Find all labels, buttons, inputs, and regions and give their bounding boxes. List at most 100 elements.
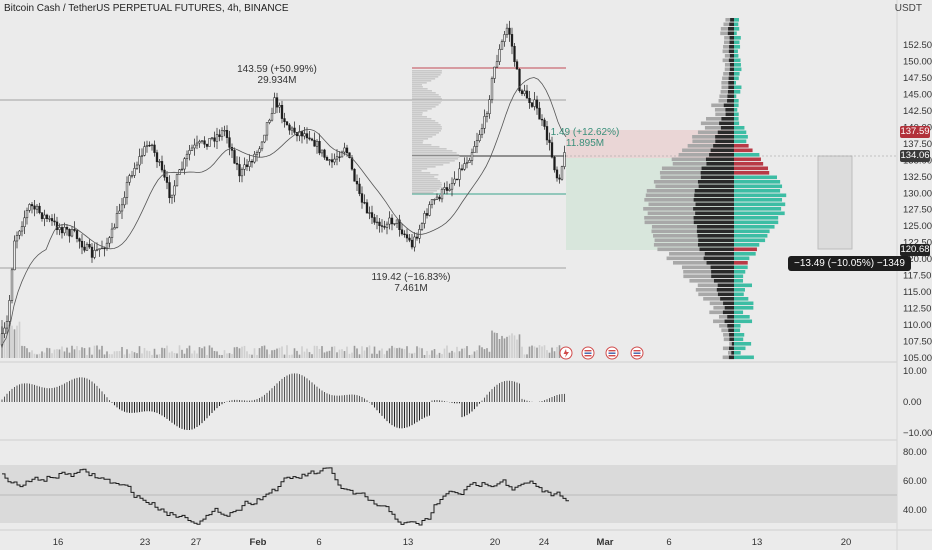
volume-bar — [416, 346, 418, 358]
symbol-title[interactable]: Bitcoin Cash / TetherUS PERPETUAL FUTURE… — [4, 3, 289, 14]
time-axis[interactable]: 16 23 27 Feb 6 13 20 24 Mar 6 13 20 — [53, 537, 852, 548]
candle-body — [403, 233, 406, 235]
candle-body — [198, 141, 201, 144]
candle-body — [70, 229, 74, 237]
price-tag-lower[interactable]: 120.68 — [900, 244, 930, 256]
volume-bar — [298, 354, 301, 358]
candle-body — [113, 227, 116, 230]
profile-row-gray — [666, 256, 734, 261]
candle-body — [195, 142, 199, 146]
candle-body — [413, 236, 416, 248]
profile-row-gray — [669, 252, 734, 256]
oscillator-tick-label: 0.00 — [903, 397, 922, 408]
profile-row-dark — [710, 148, 734, 153]
profile-row-dark — [729, 67, 734, 72]
rsi-tick-label: 60.00 — [903, 476, 927, 487]
price-tag-current[interactable]: 134.06 — [900, 150, 930, 162]
volume-bar — [453, 352, 456, 358]
volume-bar — [376, 353, 378, 358]
volume-bar — [543, 345, 546, 358]
volume-bar — [401, 348, 403, 358]
candlestick-series — [0, 20, 566, 348]
profile-row-gray — [718, 315, 734, 319]
candle-body — [95, 249, 99, 251]
volume-bar — [361, 346, 363, 358]
profile-row-gray — [711, 103, 734, 108]
volume-bar — [258, 348, 261, 358]
candle-body — [320, 149, 324, 154]
profile-row-gray — [720, 90, 734, 94]
candle-body — [478, 134, 481, 141]
profile-row-green — [734, 355, 754, 360]
volume-bar — [171, 351, 173, 358]
profile-row-green — [734, 94, 737, 99]
range-profile-row — [412, 102, 441, 104]
candle-body — [290, 127, 294, 131]
profile-row-gray — [683, 270, 734, 274]
flash-icon[interactable] — [559, 346, 573, 360]
price-tag-upper[interactable]: 137.59 — [900, 126, 930, 138]
volume-bar — [38, 353, 41, 358]
profile-row-dark — [729, 72, 734, 76]
profile-row-gray — [703, 297, 734, 301]
candle-body — [228, 137, 231, 148]
range-profile-row — [412, 90, 432, 92]
volume-bar — [126, 349, 128, 358]
price-axis[interactable]: 152.50150.00147.50145.00142.50140.00137.… — [903, 40, 932, 364]
candle-body — [168, 182, 171, 199]
profile-row-gray — [719, 94, 734, 99]
profile-row-gray — [722, 76, 734, 81]
profile-row-green — [734, 351, 741, 355]
flag-icon[interactable] — [605, 346, 619, 360]
price-tick-label: 147.50 — [903, 73, 932, 84]
profile-row-green — [734, 49, 738, 54]
candle-body — [390, 217, 394, 225]
profile-row-dark — [693, 198, 734, 202]
candle-body — [210, 137, 214, 139]
candle-body — [205, 143, 209, 147]
candle-body — [165, 176, 169, 183]
profile-row-gray — [644, 220, 734, 225]
volume-bar — [531, 345, 533, 358]
profile-row-green — [734, 31, 737, 36]
range-profile-row — [412, 152, 457, 154]
price-tick-label: 107.50 — [903, 337, 932, 348]
candle-body — [223, 130, 226, 132]
profile-row-green — [734, 112, 739, 117]
candle-body — [105, 242, 109, 249]
volume-bar — [548, 352, 551, 358]
profile-row-gray — [721, 81, 734, 85]
volume-bar — [303, 351, 306, 358]
range-profile-row — [412, 160, 455, 162]
profile-row-green — [734, 18, 739, 22]
candle-body — [418, 229, 421, 239]
candle-body — [110, 228, 114, 238]
profile-row-dark — [729, 45, 734, 49]
profile-row-dark — [700, 175, 734, 180]
candle-body — [0, 333, 4, 346]
time-tick-label: 24 — [539, 537, 550, 548]
candle-body — [543, 119, 546, 127]
volume-bar — [296, 350, 298, 358]
volume-bar — [448, 352, 451, 358]
volume-bar — [6, 324, 8, 358]
profile-row-dark — [698, 238, 734, 243]
range-profile-row — [412, 114, 423, 116]
profile-row-gray — [678, 153, 734, 157]
time-tick-label: 27 — [191, 537, 202, 548]
flag-icon[interactable] — [581, 346, 595, 360]
volume-bar — [241, 346, 243, 358]
volume-bar — [468, 354, 471, 358]
flag-icon[interactable] — [630, 346, 644, 360]
profile-row-gray — [657, 247, 734, 252]
profile-row-red — [734, 157, 761, 162]
volume-bar — [31, 350, 33, 358]
volume-bar — [166, 345, 168, 358]
candle-body — [465, 162, 469, 164]
profile-row-green — [734, 243, 760, 247]
profile-row-green — [734, 117, 739, 121]
candle-body — [313, 139, 316, 147]
profile-row-red — [734, 171, 770, 175]
volume-bar — [308, 352, 311, 358]
